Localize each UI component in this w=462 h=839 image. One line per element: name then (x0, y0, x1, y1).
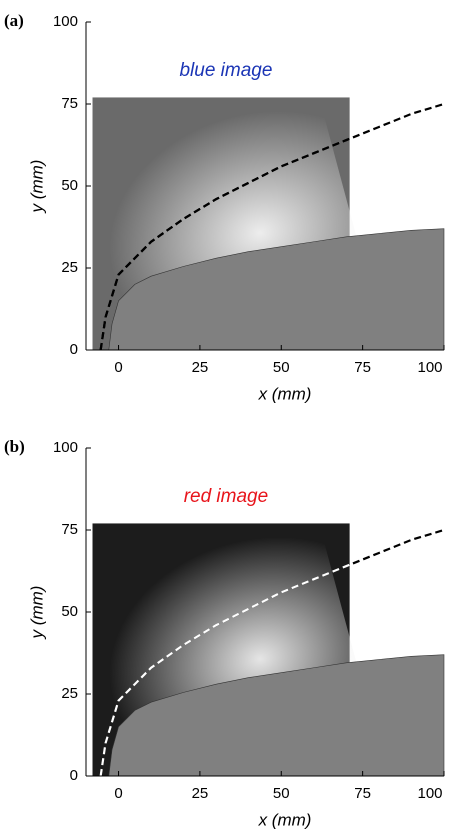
y-tick-label: 25 (61, 685, 78, 702)
x-tick-label: 25 (192, 785, 209, 802)
x-tick-label: 75 (354, 785, 371, 802)
panel-label: (b) (4, 437, 25, 456)
y-tick-label: 50 (61, 177, 78, 194)
annotation: blue image (179, 60, 272, 81)
surface-area (108, 228, 445, 351)
y-axis-label: y (mm) (27, 160, 46, 214)
x-tick-label: 100 (417, 359, 442, 376)
x-axis-label: x (mm) (258, 384, 312, 403)
panel-label: (a) (4, 11, 24, 30)
x-tick-label: 25 (192, 359, 209, 376)
y-tick-label: 0 (70, 767, 78, 784)
y-axis-label: y (mm) (27, 586, 46, 640)
dashed-curve-in-image (99, 137, 350, 350)
y-tick-label: 100 (53, 13, 78, 30)
y-tick-label: 25 (61, 259, 78, 276)
x-tick-label: 75 (354, 359, 371, 376)
y-tick-label: 100 (53, 439, 78, 456)
x-tick-label: 100 (417, 785, 442, 802)
y-tick-label: 50 (61, 603, 78, 620)
x-tick-label: 0 (114, 359, 122, 376)
x-axis-label: x (mm) (258, 810, 312, 829)
surface-area (108, 654, 445, 777)
y-tick-label: 75 (61, 95, 78, 112)
y-tick-label: 0 (70, 341, 78, 358)
x-tick-label: 0 (114, 785, 122, 802)
x-tick-label: 50 (273, 785, 290, 802)
x-tick-label: 50 (273, 359, 290, 376)
y-tick-label: 75 (61, 521, 78, 538)
annotation: red image (184, 486, 269, 507)
dashed-curve-in-image (99, 563, 350, 776)
